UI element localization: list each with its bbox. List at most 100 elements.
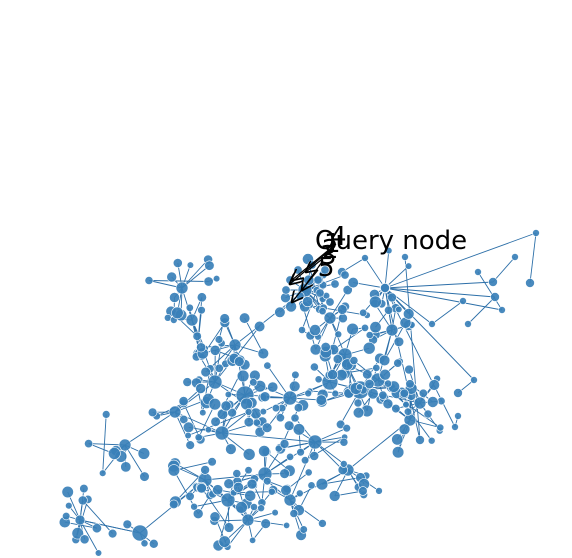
graph-node (79, 534, 90, 545)
annotation-label-2: 2 (322, 235, 339, 265)
graph-node (470, 376, 478, 384)
graph-node (214, 425, 230, 441)
graph-node (84, 439, 94, 449)
graph-node (235, 501, 248, 514)
graph-node (144, 276, 154, 285)
graph-node (385, 247, 393, 255)
graph-node (340, 270, 350, 280)
annotation-arrow (306, 255, 327, 272)
graph-node (336, 419, 346, 430)
graph-node (307, 481, 316, 490)
graph-node (212, 484, 224, 496)
graph-node (428, 320, 436, 328)
graph-node (196, 483, 207, 494)
graph-node (286, 452, 295, 461)
graph-node (298, 326, 306, 334)
graph-node (179, 414, 189, 424)
graph-edge (384, 250, 390, 289)
graph-node (427, 436, 436, 445)
graph-node (185, 313, 199, 327)
graph-node (385, 323, 399, 337)
graph-node (209, 511, 221, 523)
graph-node (346, 322, 359, 336)
graph-node (240, 397, 253, 411)
graph-node (393, 336, 405, 347)
graph-node (62, 511, 71, 521)
graph-node (347, 277, 359, 289)
graph-node (214, 363, 224, 373)
graph-edge (477, 271, 503, 311)
graph-node (131, 524, 149, 542)
graph-node (65, 502, 73, 510)
graph-node (318, 519, 327, 528)
graph-node (184, 431, 192, 440)
graph-edge (492, 256, 516, 283)
graph-node (320, 265, 330, 275)
graph-node (353, 398, 363, 408)
graph-node (309, 343, 322, 356)
graph-node (275, 413, 285, 423)
graph-node (299, 525, 308, 534)
graph-node (244, 408, 253, 416)
graph-node (137, 447, 151, 460)
graph-node (243, 417, 254, 428)
annotation-arrow (292, 269, 319, 302)
graph-node (304, 389, 313, 398)
graph-node (186, 261, 194, 269)
graph-node (199, 409, 207, 417)
graph-node (379, 368, 391, 381)
graph-edge (289, 441, 316, 501)
graph-edge (467, 296, 496, 325)
graph-node (190, 502, 198, 511)
graph-node (391, 433, 404, 446)
graph-node (352, 407, 365, 419)
graph-node (293, 403, 304, 413)
graph-node (378, 354, 391, 367)
graph-node (249, 536, 257, 544)
graph-edge (309, 390, 349, 394)
graph-node (185, 491, 195, 501)
graph-node (175, 281, 189, 295)
graph-node (267, 487, 276, 496)
graph-node (337, 313, 348, 324)
graph-node (361, 254, 369, 262)
graph-node (307, 434, 323, 450)
graph-node (309, 324, 321, 336)
graph-node (242, 448, 256, 461)
graph-node (369, 321, 382, 334)
graph-node (195, 383, 207, 394)
graph-node (257, 347, 269, 360)
graph-node (401, 253, 409, 261)
graph-node (283, 493, 297, 507)
graph-edge (244, 317, 264, 354)
graph-node (488, 277, 498, 287)
graph-node (192, 331, 202, 341)
graph-node (122, 519, 133, 529)
graph-node (332, 354, 343, 364)
graph-node (511, 253, 519, 261)
graph-node (197, 306, 206, 315)
graph-node (185, 303, 194, 312)
graph-node (393, 358, 403, 368)
graph-node (213, 275, 221, 283)
graph-node (292, 423, 306, 436)
graph-edge (431, 300, 464, 325)
graph-node (315, 288, 325, 298)
graph-node (249, 378, 258, 387)
graph-node (207, 374, 223, 390)
graph-node (304, 468, 313, 477)
graph-node (413, 396, 427, 410)
graph-edge (183, 403, 201, 440)
graph-node (365, 331, 374, 339)
graph-edge (289, 499, 323, 524)
graph-node (204, 260, 215, 271)
graph-node (166, 271, 177, 283)
graph-node (241, 513, 255, 527)
graph-node (418, 388, 428, 398)
graph-node (223, 478, 235, 490)
graph-node (236, 369, 250, 383)
graph-node (74, 514, 86, 526)
graph-edge (321, 477, 361, 485)
graph-node (328, 490, 341, 502)
graph-node (315, 394, 327, 406)
